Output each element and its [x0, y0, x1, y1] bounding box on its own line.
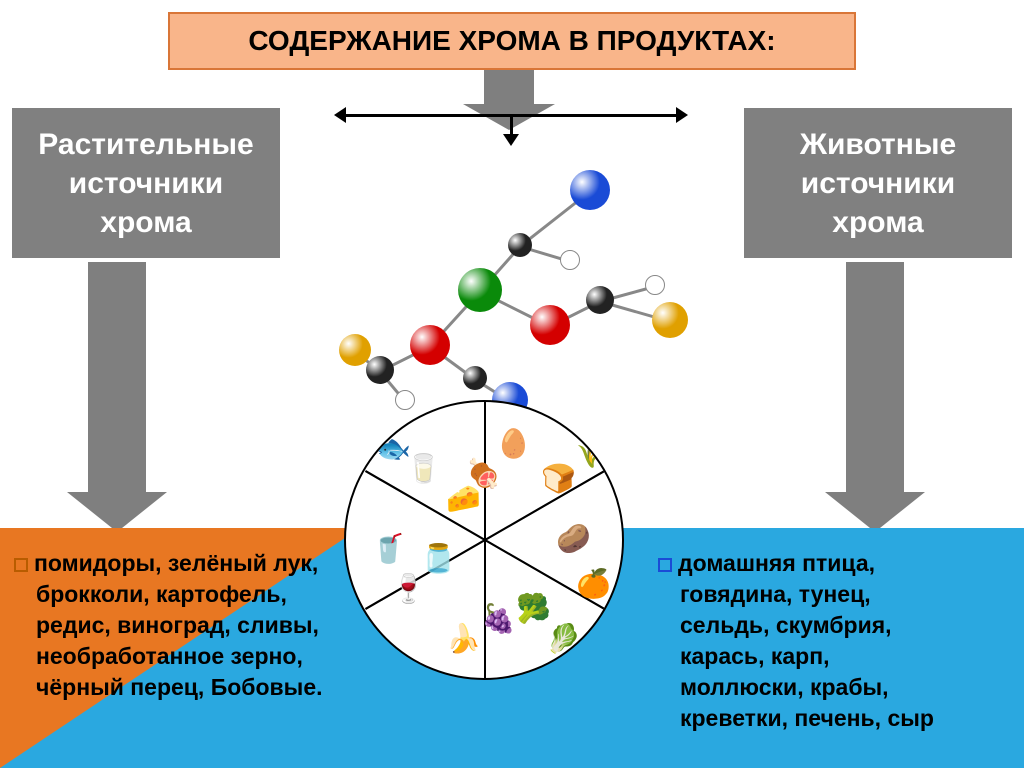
food-icon: 🥛 — [406, 452, 441, 485]
plant-sources-lead: помидоры, зелёный лук, — [34, 550, 318, 576]
animal-sources-rest: говядина, тунец, сельдь, скумбрия, карас… — [680, 579, 934, 734]
food-icon: 🍖 — [466, 457, 501, 490]
food-icon: 🥬 — [546, 622, 581, 655]
food-icon: 🥔 — [556, 522, 591, 555]
left-category-label: Растительные источники хрома — [38, 125, 253, 242]
food-icon: 🫙 — [421, 542, 456, 575]
page-title: СОДЕРЖАНИЕ ХРОМА В ПРОДУКТАХ: — [168, 12, 856, 70]
food-pie-chart: 🥛🧀🐟🥚🍖🍞🌾🥔🍊🥦🥬🍌🍇🍷🥤🫙 — [344, 400, 624, 680]
food-icon: 🍇 — [481, 602, 516, 635]
food-icon: 🥚 — [496, 427, 531, 460]
food-icon: 🍊 — [576, 567, 611, 600]
food-icon: 🥤 — [371, 532, 406, 565]
plant-sources-list: помидоры, зелёный лук, брокколи, картофе… — [14, 548, 323, 703]
food-icon: 🐟 — [376, 432, 411, 465]
animal-sources-list: домашняя птица, говядина, тунец, сельдь,… — [658, 548, 934, 734]
left-category-box: Растительные источники хрома — [12, 108, 280, 258]
food-icon: 🍷 — [391, 572, 426, 605]
food-icon: 🍌 — [446, 622, 481, 655]
right-category-label: Животные источники хрома — [800, 125, 956, 242]
bullet-icon — [14, 558, 28, 572]
animal-sources-lead: домашняя птица, — [678, 550, 875, 576]
right-category-box: Животные источники хрома — [744, 108, 1012, 258]
splitter-arrows — [346, 110, 676, 150]
plant-sources-rest: брокколи, картофель, редис, виноград, сл… — [36, 579, 323, 703]
page-title-text: СОДЕРЖАНИЕ ХРОМА В ПРОДУКТАХ: — [248, 25, 775, 57]
food-icon: 🥦 — [516, 592, 551, 625]
food-icon: 🍞 — [541, 462, 576, 495]
food-icon: 🌾 — [576, 437, 611, 470]
molecule-diagram — [340, 150, 700, 400]
bullet-icon — [658, 558, 672, 572]
